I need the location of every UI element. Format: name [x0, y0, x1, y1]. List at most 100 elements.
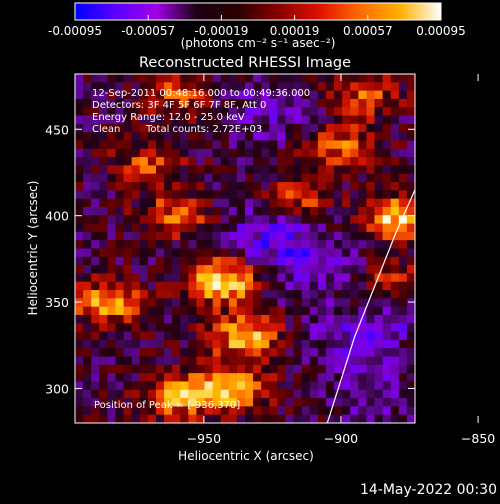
heatmap-cell	[309, 348, 319, 358]
heatmap-cell	[107, 240, 117, 250]
heatmap-cell	[390, 165, 400, 175]
heatmap-cell	[293, 364, 303, 374]
heatmap-cell	[220, 173, 230, 183]
heatmap-cell	[155, 98, 165, 108]
heatmap-cell	[293, 165, 303, 175]
heatmap-cell	[115, 240, 125, 250]
heatmap-cell	[196, 306, 206, 316]
heatmap-cell	[342, 74, 351, 83]
heatmap-cell	[212, 206, 222, 216]
heatmap-cell	[253, 148, 262, 158]
heatmap-cell	[334, 273, 343, 283]
heatmap-cell	[358, 82, 368, 92]
heatmap-cell	[334, 314, 343, 324]
heatmap-cell	[325, 231, 335, 241]
colorbar-tick-label: -0.00057	[121, 24, 175, 38]
heatmap-cell	[269, 373, 278, 383]
heatmap-cell	[212, 348, 222, 358]
heatmap-cell	[83, 414, 92, 423]
heatmap-cell	[228, 364, 238, 374]
heatmap-cell	[245, 290, 254, 299]
heatmap-cell	[358, 348, 368, 358]
heatmap-cell	[350, 206, 359, 216]
heatmap-cell	[188, 157, 198, 167]
heatmap-cell	[253, 406, 262, 416]
heatmap-cell	[342, 398, 351, 407]
heatmap-cell	[317, 240, 327, 250]
heatmap-cell	[228, 265, 238, 275]
heatmap-cell	[309, 165, 319, 175]
heatmap-cell	[91, 132, 100, 142]
heatmap-cell	[115, 123, 125, 133]
heatmap-cell	[382, 314, 392, 324]
heatmap-cell	[366, 356, 376, 366]
heatmap-cell	[164, 265, 173, 275]
heatmap-cell	[398, 256, 408, 266]
heatmap-cell	[350, 98, 359, 108]
heatmap-cell	[212, 173, 222, 183]
heatmap-cell	[75, 273, 84, 283]
heatmap-cell	[309, 248, 319, 258]
heatmap-cell	[277, 306, 287, 316]
heatmap-cell	[83, 190, 92, 200]
heatmap-cell	[220, 190, 230, 200]
heatmap-cell	[301, 265, 311, 275]
heatmap-cell	[155, 90, 165, 100]
heatmap-cell	[115, 273, 125, 283]
heatmap-cell	[107, 74, 117, 83]
heatmap-cell	[317, 306, 327, 316]
heatmap-cell	[334, 190, 343, 200]
heatmap-cell	[309, 381, 319, 391]
heatmap-cell	[155, 281, 165, 291]
heatmap-cell	[139, 298, 149, 308]
heatmap-cell	[301, 74, 311, 83]
heatmap-cell	[358, 206, 368, 216]
heatmap-cell	[220, 331, 230, 341]
heatmap-cell	[406, 248, 415, 258]
heatmap-cell	[325, 123, 335, 133]
heatmap-cell	[220, 223, 230, 233]
heatmap-cell	[317, 248, 327, 258]
heatmap-cell	[245, 248, 254, 258]
heatmap-cell	[398, 206, 408, 216]
heatmap-cell	[301, 206, 311, 216]
heatmap-cell	[374, 173, 384, 183]
heatmap-cell	[366, 398, 376, 407]
heatmap-cell	[107, 265, 117, 275]
heatmap-cell	[188, 273, 198, 283]
heatmap-cell	[123, 381, 133, 391]
heatmap-cell	[236, 190, 246, 200]
heatmap-cell	[123, 132, 133, 142]
heatmap-cell	[301, 140, 311, 150]
heatmap-cell	[350, 173, 359, 183]
heatmap-cell	[147, 273, 157, 283]
heatmap-cell	[204, 339, 214, 349]
heatmap-cell	[115, 398, 125, 407]
heatmap-cell	[374, 348, 384, 358]
heatmap-cell	[131, 414, 141, 423]
heatmap-cell	[325, 165, 335, 175]
heatmap-cell	[350, 306, 359, 316]
heatmap-cell	[269, 82, 278, 92]
heatmap-cell	[406, 406, 415, 416]
heatmap-cell	[139, 148, 149, 158]
heatmap-cell	[366, 381, 376, 391]
heatmap-cell	[253, 398, 262, 407]
heatmap-cell	[261, 140, 270, 150]
heatmap-cell	[188, 331, 198, 341]
heatmap-cell	[317, 182, 327, 191]
heatmap-cell	[196, 339, 206, 349]
heatmap-cell	[309, 140, 319, 150]
heatmap-cell	[123, 406, 133, 416]
heatmap-cell	[155, 414, 165, 423]
heatmap-cell	[317, 90, 327, 100]
heatmap-cell	[75, 140, 84, 150]
heatmap-cell	[212, 398, 222, 407]
heatmap-cell	[172, 381, 181, 391]
heatmap-cell	[107, 273, 117, 283]
heatmap-cell	[382, 406, 392, 416]
heatmap-cell	[75, 165, 84, 175]
heatmap-cell	[253, 182, 262, 191]
heatmap-cell	[350, 281, 359, 291]
heatmap-cell	[196, 90, 206, 100]
